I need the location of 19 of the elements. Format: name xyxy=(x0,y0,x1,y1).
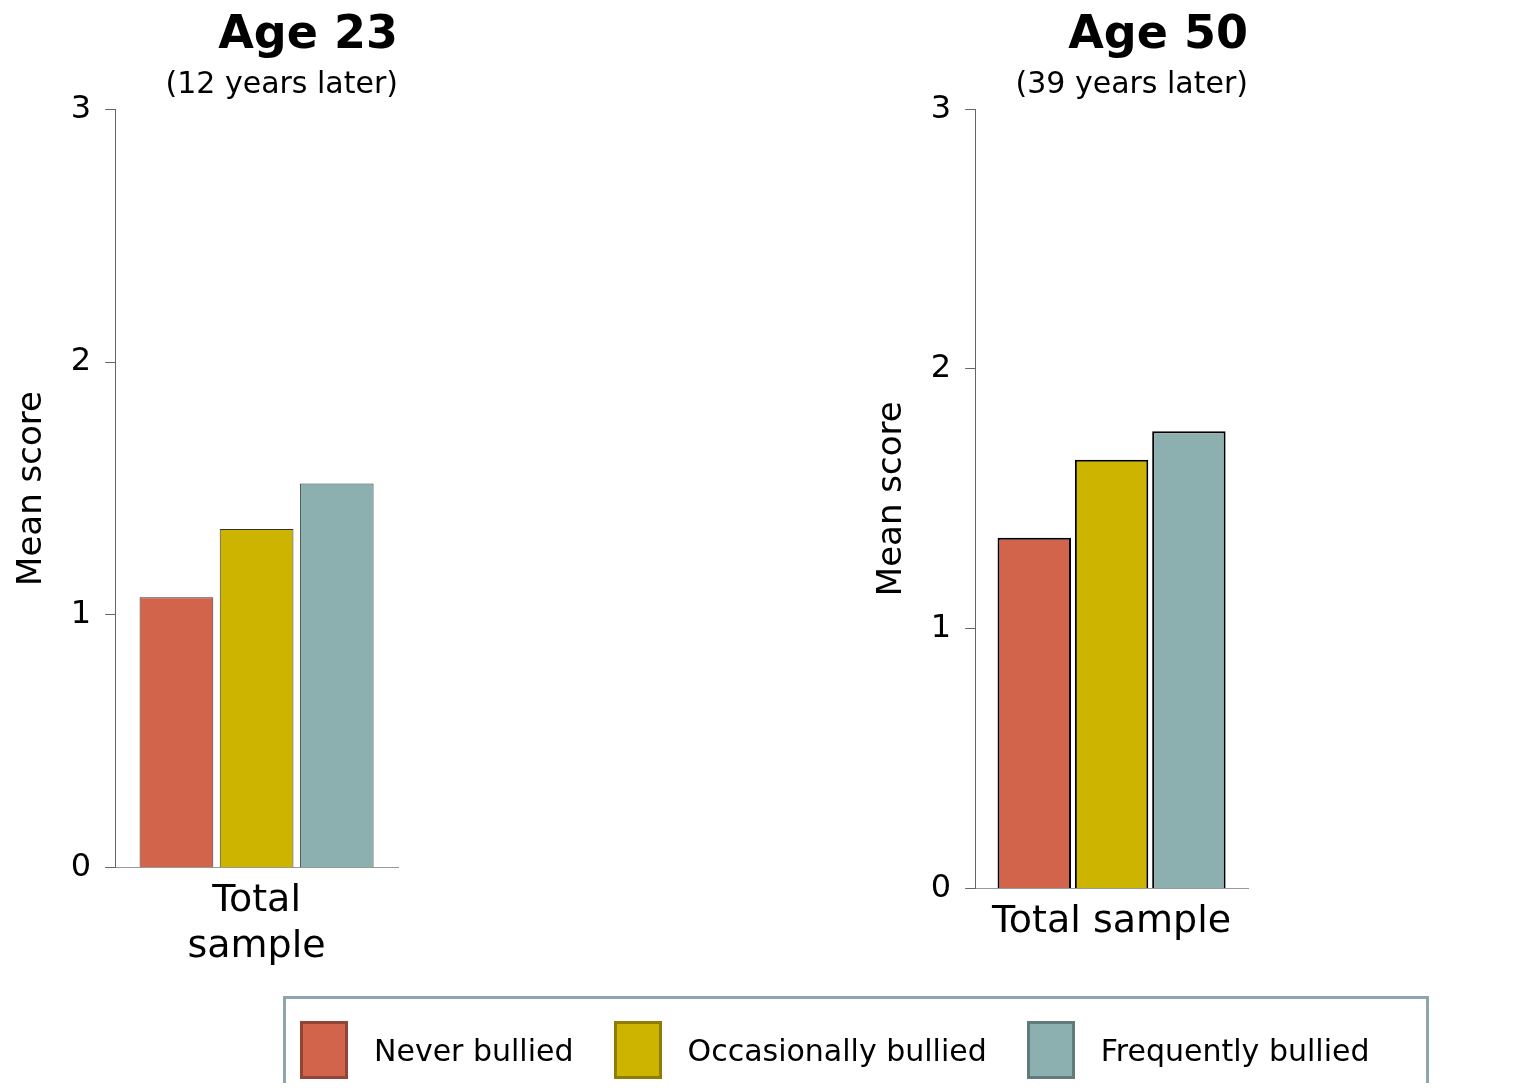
legend-label: Frequently bullied xyxy=(1100,1032,1370,1068)
y-tick-label: 3 xyxy=(70,87,92,126)
chart-title: Age 23 xyxy=(218,4,398,59)
chart-subtitle: (39 years later) xyxy=(1015,65,1248,100)
y-tick-label: 3 xyxy=(930,87,952,126)
legend-label: Never bullied xyxy=(374,1032,574,1068)
chart-title: Age 50 xyxy=(1068,4,1248,59)
chart-subtitle: (12 years later) xyxy=(165,65,398,100)
y-tick-label: 1 xyxy=(930,606,952,645)
x-tick-label: Total sample xyxy=(991,897,1232,942)
y-tick-label: 2 xyxy=(930,347,952,386)
legend-label: Occasionally bullied xyxy=(687,1032,987,1068)
y-axis-title: Mean score xyxy=(9,391,50,586)
y-tick-label: 1 xyxy=(70,593,92,632)
y-tick-label: 2 xyxy=(70,340,92,379)
y-axis-title: Mean score xyxy=(869,401,910,597)
y-tick-label: 0 xyxy=(70,846,92,885)
y-tick-label: 0 xyxy=(930,866,952,905)
x-tick-label: Total sample xyxy=(187,876,326,967)
